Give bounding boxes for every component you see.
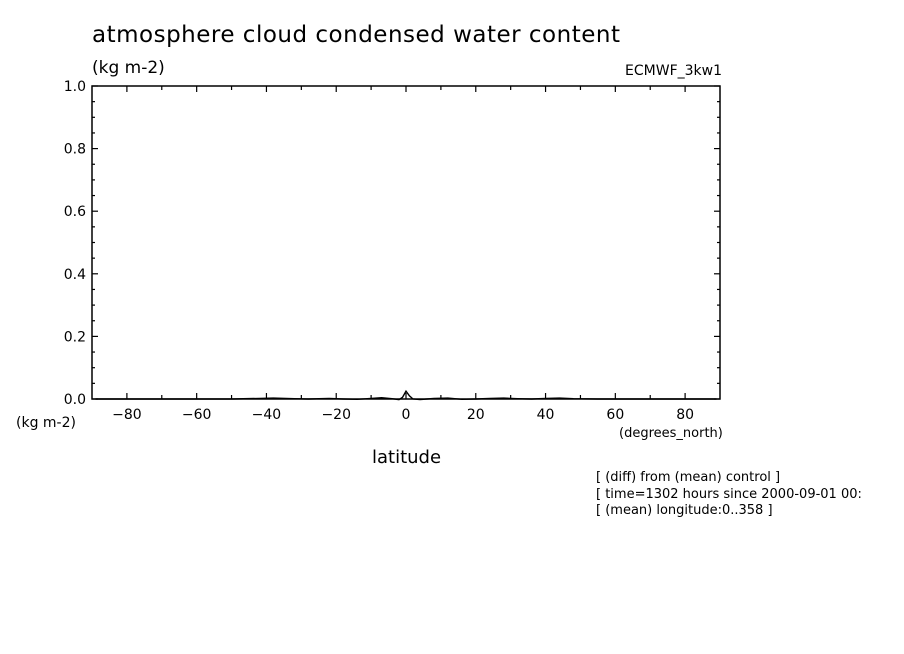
x-tick-label: 80 — [676, 407, 694, 423]
x-tick-label: 0 — [402, 407, 411, 423]
y-tick-label: 1.0 — [64, 79, 86, 95]
axis-ticks — [92, 85, 720, 400]
y-tick-label: 0.6 — [64, 204, 86, 220]
x-axis-label: latitude — [372, 447, 442, 468]
y-tick-labels: 0.0 0.2 0.4 0.6 0.8 1.0 — [64, 79, 86, 408]
x-tick-label: 20 — [467, 407, 485, 423]
run-label: ECMWF_3kw1 — [625, 63, 722, 79]
x-tick-label: 40 — [537, 407, 555, 423]
x-axis-units: (degrees_north) — [619, 426, 723, 441]
y-tick-label: 0.2 — [64, 329, 86, 345]
note-time: [ time=1302 hours since 2000-09-01 00: — [596, 487, 862, 502]
y-tick-label: 0.0 — [64, 392, 86, 408]
note-diff: [ (diff) from (mean) control ] — [596, 470, 781, 485]
x-tick-label: −80 — [112, 407, 142, 423]
plot-frame — [91, 85, 721, 400]
x-tick-label: −60 — [182, 407, 212, 423]
y-tick-label: 0.8 — [64, 142, 86, 158]
chart-title: atmosphere cloud condensed water content — [92, 22, 621, 48]
x-tick-label: 60 — [606, 407, 624, 423]
series-line — [95, 389, 717, 401]
note-longitude: [ (mean) longitude:0..358 ] — [596, 503, 773, 518]
y-tick-label: 0.4 — [64, 267, 86, 283]
y-axis-units: (kg m-2) — [16, 415, 76, 431]
x-tick-label: −40 — [252, 407, 282, 423]
x-tick-labels: −80 −60 −40 −20 0 20 40 60 80 — [112, 407, 694, 423]
x-tick-label: −20 — [321, 407, 351, 423]
title-units: (kg m-2) — [92, 58, 165, 78]
